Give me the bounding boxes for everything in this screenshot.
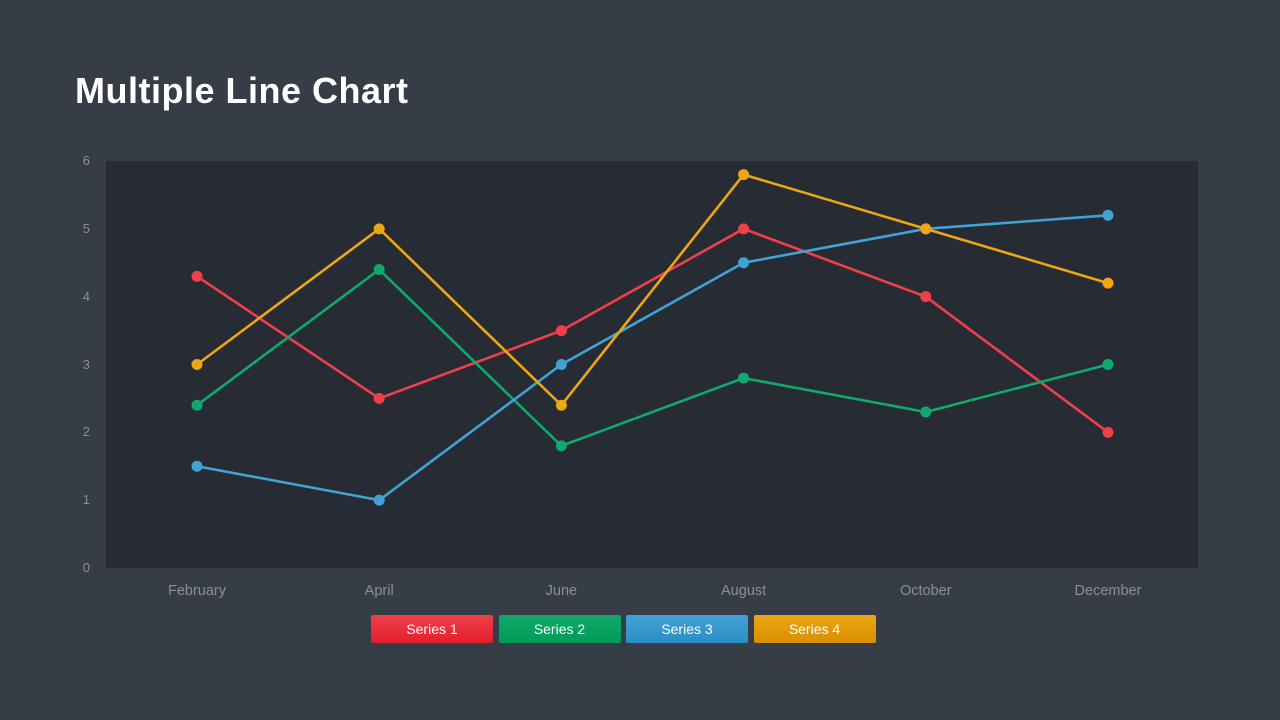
legend-series-1-button[interactable]: Series 1 bbox=[371, 615, 493, 643]
y-tick-label: 3 bbox=[82, 356, 90, 372]
x-tick-label: August bbox=[721, 583, 767, 599]
y-tick-label: 5 bbox=[82, 220, 90, 236]
y-tick-label: 2 bbox=[82, 424, 90, 440]
y-tick-label: 1 bbox=[82, 492, 90, 508]
page-title: Multiple Line Chart bbox=[75, 70, 409, 111]
x-tick-label: December bbox=[1074, 583, 1142, 599]
y-tick-label: 0 bbox=[82, 560, 90, 575]
chart-legend: Series 1 Series 2 Series 3 Series 4 bbox=[371, 615, 876, 643]
x-tick-label: April bbox=[364, 583, 394, 599]
chart-plot-area bbox=[106, 161, 1198, 568]
y-tick-label: 4 bbox=[82, 288, 90, 304]
y-tick-label: 6 bbox=[82, 153, 90, 168]
x-tick-label: October bbox=[900, 583, 952, 599]
legend-series-2-button[interactable]: Series 2 bbox=[498, 615, 621, 643]
x-tick-label: June bbox=[545, 583, 578, 599]
legend-series-4-button[interactable]: Series 4 bbox=[753, 615, 876, 643]
legend-series-3-button[interactable]: Series 3 bbox=[626, 615, 748, 643]
x-tick-label: February bbox=[167, 583, 227, 599]
